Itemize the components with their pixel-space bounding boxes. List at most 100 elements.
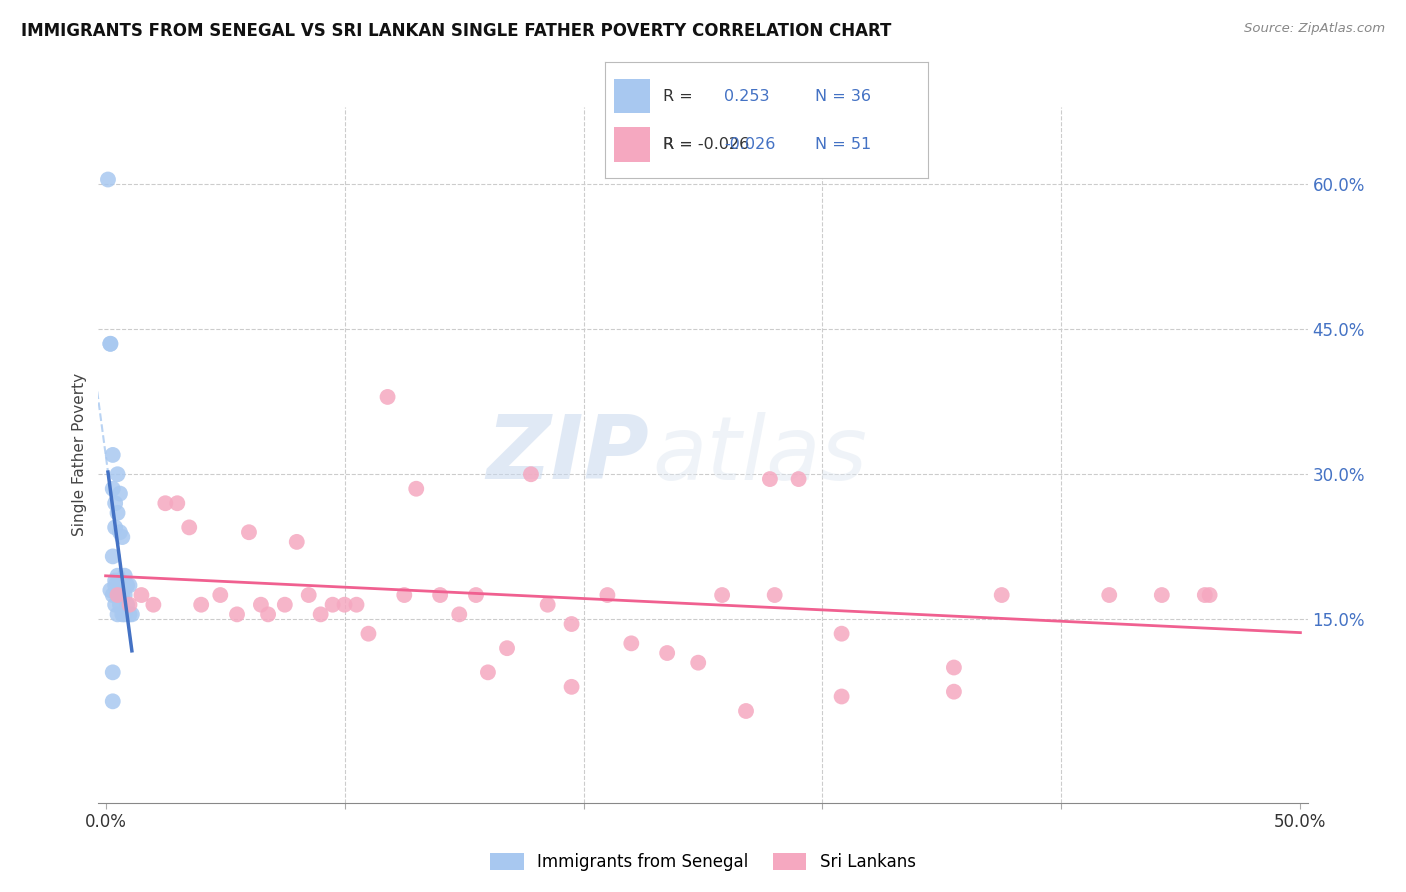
Point [465,588,488,602]
Point [759,472,782,486]
Point [108,578,131,592]
Point [561,617,583,632]
Point [98,583,121,598]
Point [107,588,129,602]
Point [107,568,129,582]
Text: N = 36: N = 36 [815,88,870,103]
Point [209,588,232,602]
Point [101,694,124,708]
Text: -0.026: -0.026 [724,137,776,153]
Point [831,626,853,640]
Point [108,598,131,612]
Text: R =: R = [662,88,693,103]
Point [942,684,965,698]
Point [405,482,427,496]
Legend: Immigrants from Senegal, Sri Lankans: Immigrants from Senegal, Sri Lankans [482,845,924,880]
Point [101,549,124,564]
Point [114,588,136,602]
Point [346,598,368,612]
Point [377,390,399,404]
Point [111,607,134,622]
Point [118,598,141,612]
Point [104,496,127,510]
Point [104,520,127,534]
Point [763,588,786,602]
Point [620,636,643,650]
Point [477,665,499,680]
Text: R =: R = [662,137,693,153]
Point [101,588,124,602]
Point [250,598,273,612]
Point [179,520,201,534]
Point [166,496,188,510]
Point [101,448,124,462]
Point [111,530,134,544]
Point [711,588,734,602]
Point [155,496,177,510]
Y-axis label: Single Father Poverty: Single Father Poverty [72,374,87,536]
Point [142,598,165,612]
Point [309,607,332,622]
Point [118,607,141,622]
Point [274,598,297,612]
Text: Source: ZipAtlas.com: Source: ZipAtlas.com [1244,22,1385,36]
Point [108,486,131,500]
FancyBboxPatch shape [614,78,650,113]
Point [104,598,127,612]
Point [1198,588,1220,602]
Point [257,607,280,622]
Point [596,588,619,602]
Point [107,467,129,482]
Point [121,607,143,622]
Point [561,680,583,694]
Text: ZIP: ZIP [486,411,648,499]
Point [394,588,416,602]
Point [333,598,356,612]
Point [285,535,308,549]
Point [357,626,380,640]
Point [98,336,121,351]
Point [98,336,121,351]
Point [657,646,679,660]
Point [111,588,134,602]
Point [107,588,129,602]
Point [226,607,249,622]
Point [688,656,710,670]
Text: 0.253: 0.253 [724,88,769,103]
Point [449,607,471,622]
Point [190,598,212,612]
Point [115,578,138,592]
Point [238,525,260,540]
Point [115,598,138,612]
Point [831,690,853,704]
Point [787,472,810,486]
Point [104,574,127,588]
Point [735,704,758,718]
Text: IMMIGRANTS FROM SENEGAL VS SRI LANKAN SINGLE FATHER POVERTY CORRELATION CHART: IMMIGRANTS FROM SENEGAL VS SRI LANKAN SI… [21,22,891,40]
Point [942,660,965,674]
Point [1150,588,1173,602]
Text: R = -0.026: R = -0.026 [662,137,749,153]
Point [118,578,141,592]
Point [1098,588,1121,602]
Point [101,665,124,680]
Point [114,568,136,582]
Point [322,598,344,612]
Point [101,482,124,496]
Text: N = 51: N = 51 [815,137,872,153]
Point [298,588,321,602]
Point [107,506,129,520]
Point [111,578,134,592]
Point [429,588,451,602]
Point [520,467,543,482]
Text: atlas: atlas [652,412,868,498]
Point [1194,588,1216,602]
Point [114,607,136,622]
FancyBboxPatch shape [614,128,650,162]
Point [990,588,1012,602]
Point [97,172,120,186]
Point [107,607,129,622]
Point [496,641,519,656]
Point [537,598,560,612]
Point [104,578,127,592]
